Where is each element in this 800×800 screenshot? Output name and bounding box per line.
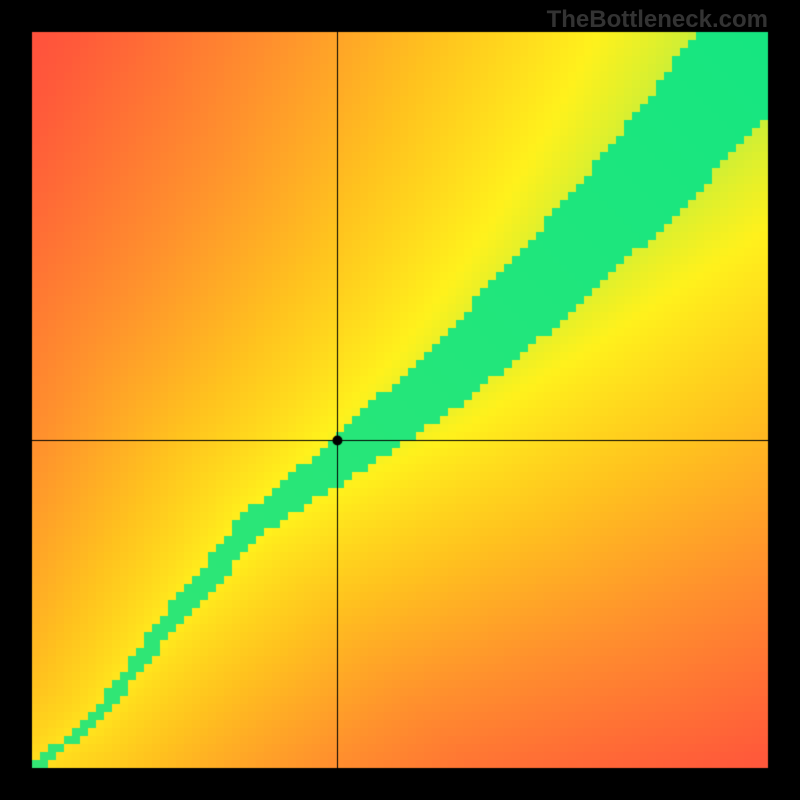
chart-container: TheBottleneck.com [0, 0, 800, 800]
watermark-text: TheBottleneck.com [547, 6, 768, 34]
bottleneck-heatmap-canvas [0, 0, 800, 800]
